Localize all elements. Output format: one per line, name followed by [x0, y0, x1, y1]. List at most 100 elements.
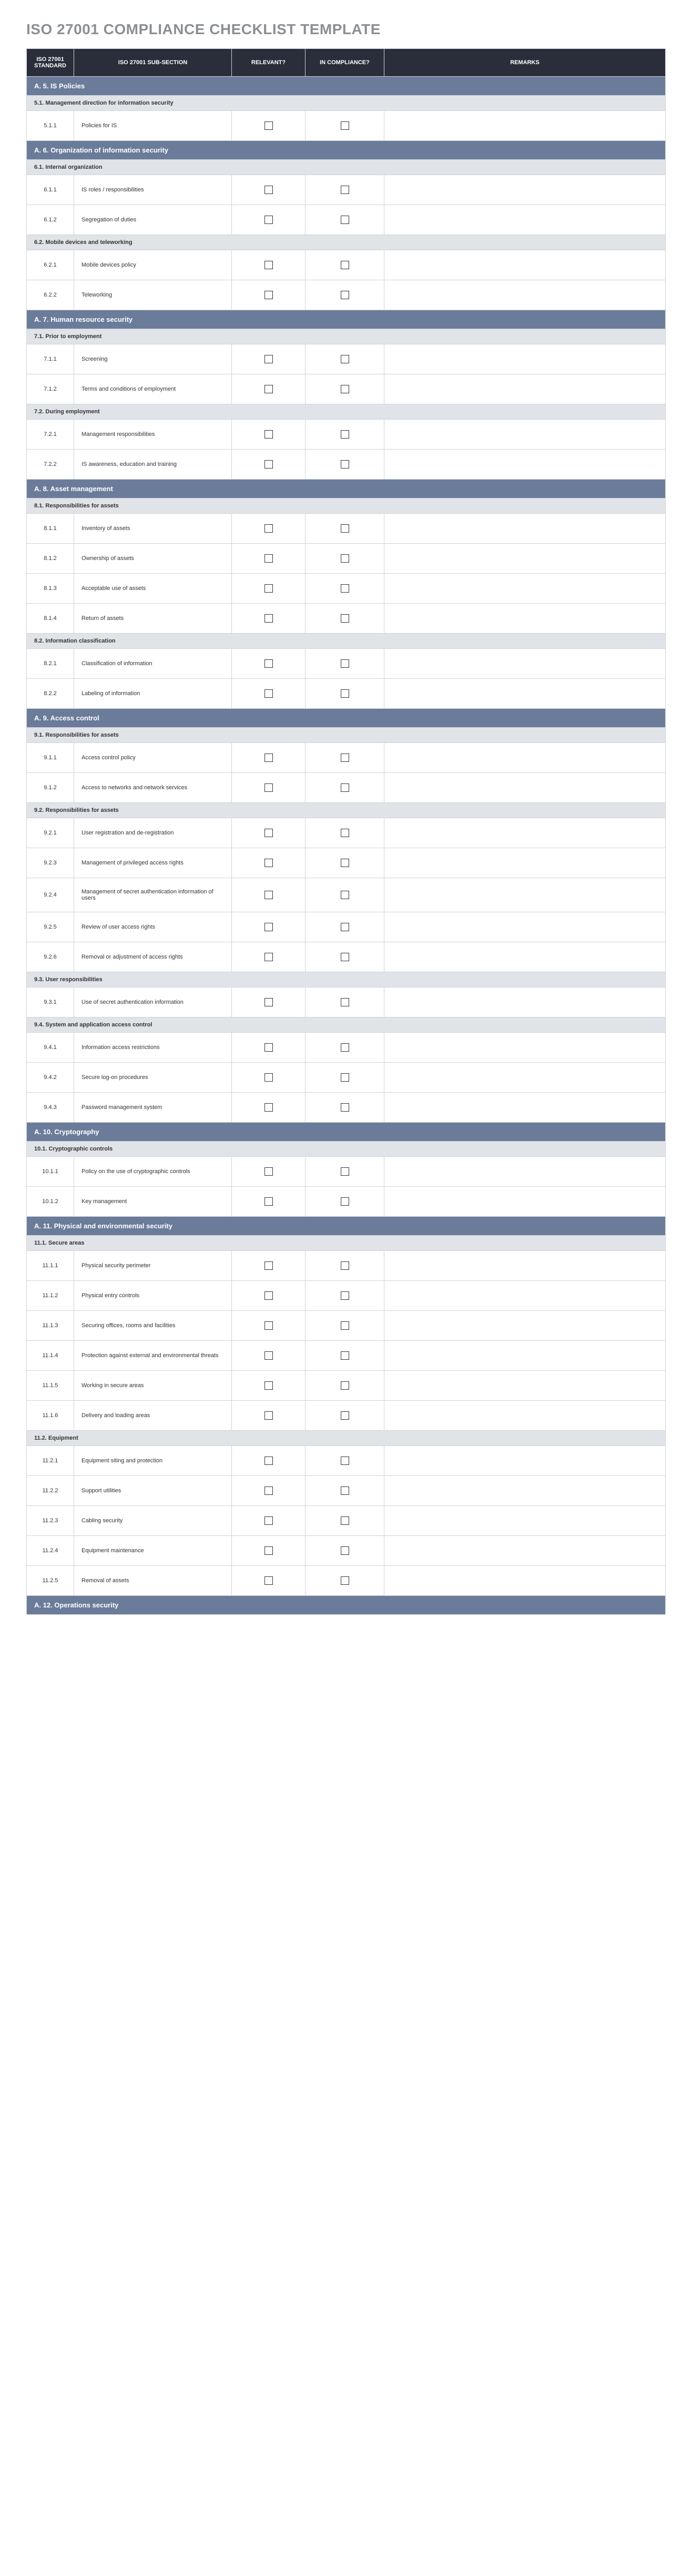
cell-remarks[interactable]: [384, 450, 666, 480]
checkbox-compliance[interactable]: [341, 524, 349, 533]
checkbox-compliance[interactable]: [341, 1197, 349, 1206]
checkbox-relevant[interactable]: [264, 998, 273, 1006]
checkbox-relevant[interactable]: [264, 554, 273, 563]
checkbox-compliance[interactable]: [341, 261, 349, 269]
cell-remarks[interactable]: [384, 743, 666, 773]
checkbox-compliance[interactable]: [341, 355, 349, 363]
checkbox-relevant[interactable]: [264, 1291, 273, 1300]
cell-remarks[interactable]: [384, 818, 666, 848]
cell-remarks[interactable]: [384, 987, 666, 1017]
checkbox-compliance[interactable]: [341, 659, 349, 668]
cell-remarks[interactable]: [384, 912, 666, 942]
cell-remarks[interactable]: [384, 544, 666, 574]
checkbox-relevant[interactable]: [264, 689, 273, 698]
checkbox-compliance[interactable]: [341, 754, 349, 762]
checkbox-relevant[interactable]: [264, 1103, 273, 1112]
cell-remarks[interactable]: [384, 604, 666, 634]
cell-remarks[interactable]: [384, 1371, 666, 1401]
checkbox-relevant[interactable]: [264, 783, 273, 792]
checkbox-compliance[interactable]: [341, 554, 349, 563]
cell-remarks[interactable]: [384, 848, 666, 878]
checkbox-relevant[interactable]: [264, 1516, 273, 1525]
checkbox-relevant[interactable]: [264, 1486, 273, 1495]
checkbox-compliance[interactable]: [341, 859, 349, 867]
checkbox-compliance[interactable]: [341, 186, 349, 194]
cell-remarks[interactable]: [384, 574, 666, 604]
checkbox-relevant[interactable]: [264, 261, 273, 269]
checkbox-compliance[interactable]: [341, 1321, 349, 1330]
checkbox-compliance[interactable]: [341, 1043, 349, 1052]
checkbox-relevant[interactable]: [264, 891, 273, 899]
checkbox-relevant[interactable]: [264, 524, 273, 533]
checkbox-compliance[interactable]: [341, 430, 349, 439]
cell-remarks[interactable]: [384, 1341, 666, 1371]
checkbox-relevant[interactable]: [264, 1546, 273, 1555]
checkbox-relevant[interactable]: [264, 923, 273, 931]
cell-remarks[interactable]: [384, 344, 666, 374]
checkbox-compliance[interactable]: [341, 1457, 349, 1465]
checkbox-compliance[interactable]: [341, 923, 349, 931]
checkbox-compliance[interactable]: [341, 1351, 349, 1360]
cell-remarks[interactable]: [384, 514, 666, 544]
checkbox-relevant[interactable]: [264, 291, 273, 299]
checkbox-relevant[interactable]: [264, 460, 273, 469]
cell-remarks[interactable]: [384, 111, 666, 141]
checkbox-relevant[interactable]: [264, 1073, 273, 1082]
cell-remarks[interactable]: [384, 679, 666, 709]
cell-remarks[interactable]: [384, 1281, 666, 1311]
checkbox-compliance[interactable]: [341, 1576, 349, 1585]
checkbox-relevant[interactable]: [264, 1167, 273, 1176]
checkbox-relevant[interactable]: [264, 829, 273, 837]
checkbox-compliance[interactable]: [341, 998, 349, 1006]
checkbox-relevant[interactable]: [264, 953, 273, 961]
checkbox-relevant[interactable]: [264, 1261, 273, 1270]
checkbox-relevant[interactable]: [264, 1457, 273, 1465]
checkbox-compliance[interactable]: [341, 783, 349, 792]
checkbox-relevant[interactable]: [264, 430, 273, 439]
checkbox-compliance[interactable]: [341, 385, 349, 393]
checkbox-compliance[interactable]: [341, 1291, 349, 1300]
checkbox-compliance[interactable]: [341, 1167, 349, 1176]
checkbox-compliance[interactable]: [341, 216, 349, 224]
cell-remarks[interactable]: [384, 1093, 666, 1123]
checkbox-compliance[interactable]: [341, 829, 349, 837]
cell-remarks[interactable]: [384, 1311, 666, 1341]
cell-remarks[interactable]: [384, 374, 666, 404]
cell-remarks[interactable]: [384, 1536, 666, 1566]
checkbox-compliance[interactable]: [341, 614, 349, 623]
cell-remarks[interactable]: [384, 1187, 666, 1217]
checkbox-compliance[interactable]: [341, 953, 349, 961]
cell-remarks[interactable]: [384, 1566, 666, 1596]
cell-remarks[interactable]: [384, 1401, 666, 1431]
checkbox-compliance[interactable]: [341, 1381, 349, 1390]
checkbox-compliance[interactable]: [341, 689, 349, 698]
checkbox-compliance[interactable]: [341, 1103, 349, 1112]
checkbox-compliance[interactable]: [341, 1486, 349, 1495]
checkbox-compliance[interactable]: [341, 1411, 349, 1420]
checkbox-relevant[interactable]: [264, 584, 273, 593]
checkbox-relevant[interactable]: [264, 1351, 273, 1360]
cell-remarks[interactable]: [384, 280, 666, 310]
checkbox-compliance[interactable]: [341, 1261, 349, 1270]
cell-remarks[interactable]: [384, 175, 666, 205]
checkbox-relevant[interactable]: [264, 859, 273, 867]
checkbox-relevant[interactable]: [264, 1381, 273, 1390]
cell-remarks[interactable]: [384, 1063, 666, 1093]
checkbox-compliance[interactable]: [341, 584, 349, 593]
checkbox-relevant[interactable]: [264, 1197, 273, 1206]
checkbox-relevant[interactable]: [264, 186, 273, 194]
cell-remarks[interactable]: [384, 1446, 666, 1476]
checkbox-relevant[interactable]: [264, 216, 273, 224]
cell-remarks[interactable]: [384, 1476, 666, 1506]
cell-remarks[interactable]: [384, 1033, 666, 1063]
checkbox-relevant[interactable]: [264, 355, 273, 363]
checkbox-relevant[interactable]: [264, 1411, 273, 1420]
checkbox-relevant[interactable]: [264, 385, 273, 393]
cell-remarks[interactable]: [384, 420, 666, 450]
cell-remarks[interactable]: [384, 205, 666, 235]
checkbox-relevant[interactable]: [264, 614, 273, 623]
checkbox-compliance[interactable]: [341, 891, 349, 899]
checkbox-relevant[interactable]: [264, 1043, 273, 1052]
checkbox-compliance[interactable]: [341, 1546, 349, 1555]
cell-remarks[interactable]: [384, 1251, 666, 1281]
